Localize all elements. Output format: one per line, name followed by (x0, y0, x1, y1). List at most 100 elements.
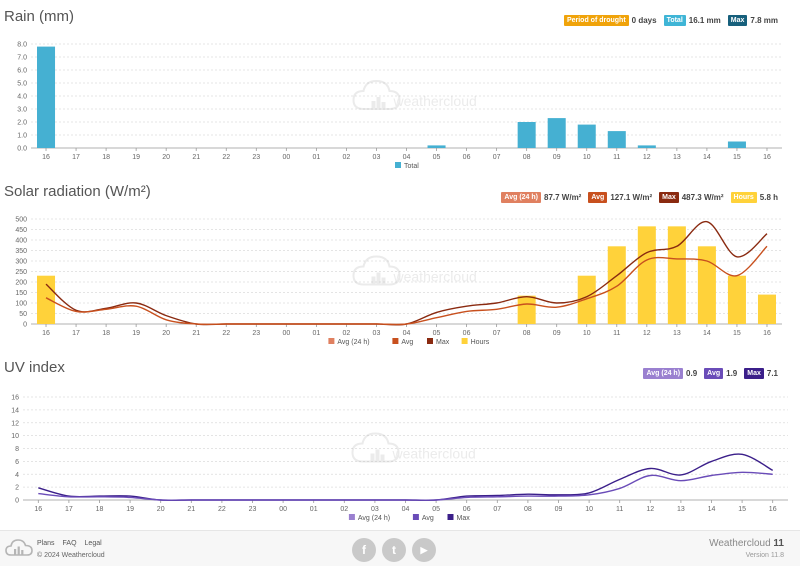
uv-xtick-label: 22 (218, 506, 226, 513)
badge-solar-max: Max (659, 192, 679, 203)
uv-xtick-label: 04 (402, 506, 410, 513)
watermark-text: weathercloud (393, 93, 477, 109)
solar-ytick-label: 250 (15, 269, 27, 276)
badge-solar-hours: Hours (730, 192, 757, 203)
solar-title: Solar radiation (W/m²) (4, 183, 151, 200)
solar-bar (517, 295, 536, 324)
watermark: weathercloud (351, 432, 476, 463)
solar-xtick-label: 22 (222, 330, 230, 337)
rain-xtick-label: 13 (673, 154, 681, 161)
facebook-icon[interactable]: f (352, 538, 376, 562)
uv-xtick-label: 09 (555, 506, 563, 513)
watermark-bar-0 (371, 276, 376, 285)
social-links: f t ▶ (352, 538, 436, 562)
solar-bar (727, 275, 746, 324)
uv-legend-swatch (447, 514, 454, 520)
solar-legend-label: Hours (471, 339, 490, 346)
rain-ytick-label: 5.0 (17, 81, 27, 88)
solar-xtick-label: 08 (523, 330, 531, 337)
rain-bar (577, 124, 596, 148)
rain-xtick-label: 17 (72, 154, 80, 161)
rain-legend-swatch (395, 162, 401, 168)
weathercloud-logo-icon[interactable] (5, 538, 33, 560)
rain-xtick-label: 16 (42, 154, 50, 161)
solar-xtick-label: 20 (162, 330, 170, 337)
rain-badges: Period of drought 0 days Total 16.1 mm M… (563, 15, 782, 26)
uv-legend-label: Avg (422, 515, 434, 522)
rain-xtick-label: 07 (493, 154, 501, 161)
solar-line-avg (45, 245, 768, 326)
rain-ytick-label: 7.0 (17, 55, 27, 62)
rain-bar (727, 141, 746, 148)
solar-xtick-label: 06 (463, 330, 471, 337)
badge-drought: Period of drought (563, 15, 629, 26)
solar-ytick-label: 0 (23, 322, 27, 329)
solar-ytick-label: 500 (15, 217, 27, 224)
uv-ytick-label: 2 (15, 485, 19, 492)
badge-rain-total-value: 16.1 mm (688, 16, 721, 25)
rain-xtick-label: 03 (373, 154, 381, 161)
rain-xtick-label: 11 (613, 154, 620, 161)
solar-ytick-label: 100 (15, 301, 27, 308)
solar-bar (697, 246, 716, 324)
solar-legend-label: Avg (24 h) (337, 339, 369, 346)
solar-bar (637, 226, 656, 324)
uv-xtick-label: 16 (34, 506, 42, 513)
watermark-bar-0 (371, 101, 376, 109)
twitter-icon[interactable]: t (382, 538, 406, 562)
solar-legend-swatch (328, 338, 335, 344)
rain-xtick-label: 00 (282, 154, 290, 161)
rain-xtick-label: 19 (132, 154, 140, 161)
badge-solar-avg-value: 127.1 W/m² (610, 193, 653, 202)
badge-rain-max-value: 7.8 mm (750, 16, 778, 25)
uv-xtick-label: 16 (769, 506, 777, 513)
solar-xtick-label: 00 (282, 330, 290, 337)
rain-xtick-label: 22 (222, 154, 230, 161)
solar-legend-swatch (427, 338, 433, 344)
uv-ytick-label: 10 (11, 433, 19, 440)
solar-bar (37, 275, 56, 324)
uv-xtick-label: 00 (279, 506, 287, 513)
rain-xtick-label: 16 (763, 154, 771, 161)
solar-xtick-label: 12 (643, 330, 651, 337)
rain-xtick-label: 15 (733, 154, 741, 161)
rain-bar (427, 145, 446, 148)
rain-bar (547, 118, 566, 148)
solar-bar (607, 246, 626, 324)
solar-xtick-label: 07 (493, 330, 501, 337)
rain-xtick-label: 05 (433, 154, 441, 161)
footer-link-faq[interactable]: FAQ (62, 540, 77, 547)
rain-bar (517, 122, 536, 148)
rain-ytick-label: 2.0 (17, 120, 27, 127)
footer-link-legal[interactable]: Legal (84, 540, 102, 547)
solar-xtick-label: 18 (102, 330, 110, 337)
rain-xtick-label: 20 (162, 154, 170, 161)
solar-ytick-label: 400 (15, 238, 27, 245)
badge-uv-avg-value: 1.9 (726, 369, 738, 378)
uv-xtick-label: 03 (371, 506, 379, 513)
rain-ytick-label: 1.0 (17, 133, 27, 140)
solar-legend-swatch (392, 338, 399, 344)
badge-solar-hours-value: 5.8 h (759, 193, 778, 202)
uv-xtick-label: 13 (677, 506, 685, 513)
footer-copyright: © 2024 Weathercloud (37, 552, 105, 559)
youtube-icon[interactable]: ▶ (412, 538, 436, 562)
uv-section: UV index Avg (24 h) 0.9 Avg 1.9 Max 7.1 … (0, 356, 800, 530)
uv-ytick-label: 8 (15, 446, 19, 453)
solar-xtick-label: 09 (553, 330, 561, 337)
badge-uv-max-value: 7.1 (766, 369, 778, 378)
solar-xtick-label: 10 (583, 330, 591, 337)
rain-bar (37, 46, 56, 148)
uv-xtick-label: 20 (157, 506, 165, 513)
solar-ytick-label: 450 (15, 227, 27, 234)
badge-drought-value: 0 days (631, 16, 657, 25)
brand-number: 11 (773, 538, 784, 549)
uv-xtick-label: 17 (65, 506, 73, 513)
brand-name: Weathercloud (709, 538, 771, 549)
solar-section: Solar radiation (W/m²) Avg (24 h) 87.7 W… (0, 180, 800, 356)
rain-legend-label: Total (404, 163, 419, 170)
solar-legend-label: Max (436, 339, 450, 346)
rain-xtick-label: 06 (463, 154, 471, 161)
footer-link-plans[interactable]: Plans (37, 540, 55, 547)
